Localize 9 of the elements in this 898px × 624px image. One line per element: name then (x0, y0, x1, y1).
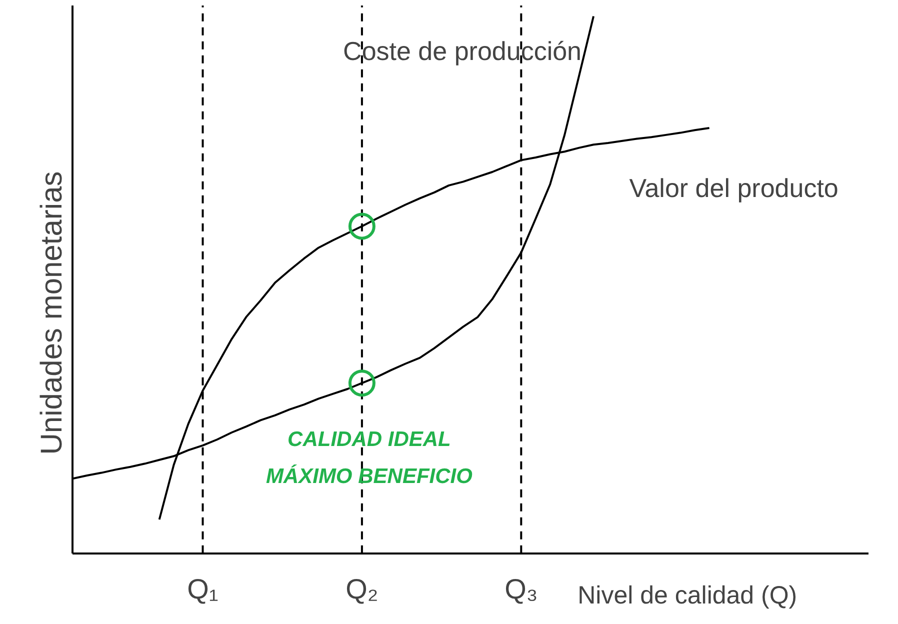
series-label: Coste de producción (343, 36, 582, 66)
series-label: Valor del producto (629, 172, 838, 203)
x-axis-title: Nivel de calidad (Q) (578, 581, 798, 610)
x-tick-label: Q₃ (504, 573, 538, 604)
x-tick-label: Q₂ (346, 573, 378, 604)
annotation: MÁXIMO BENEFICIO (266, 464, 472, 488)
x-tick-label: Q₁ (187, 573, 218, 604)
y-axis-title: Unidades monetarias (36, 171, 68, 455)
annotation: CALIDAD IDEAL (288, 428, 451, 451)
